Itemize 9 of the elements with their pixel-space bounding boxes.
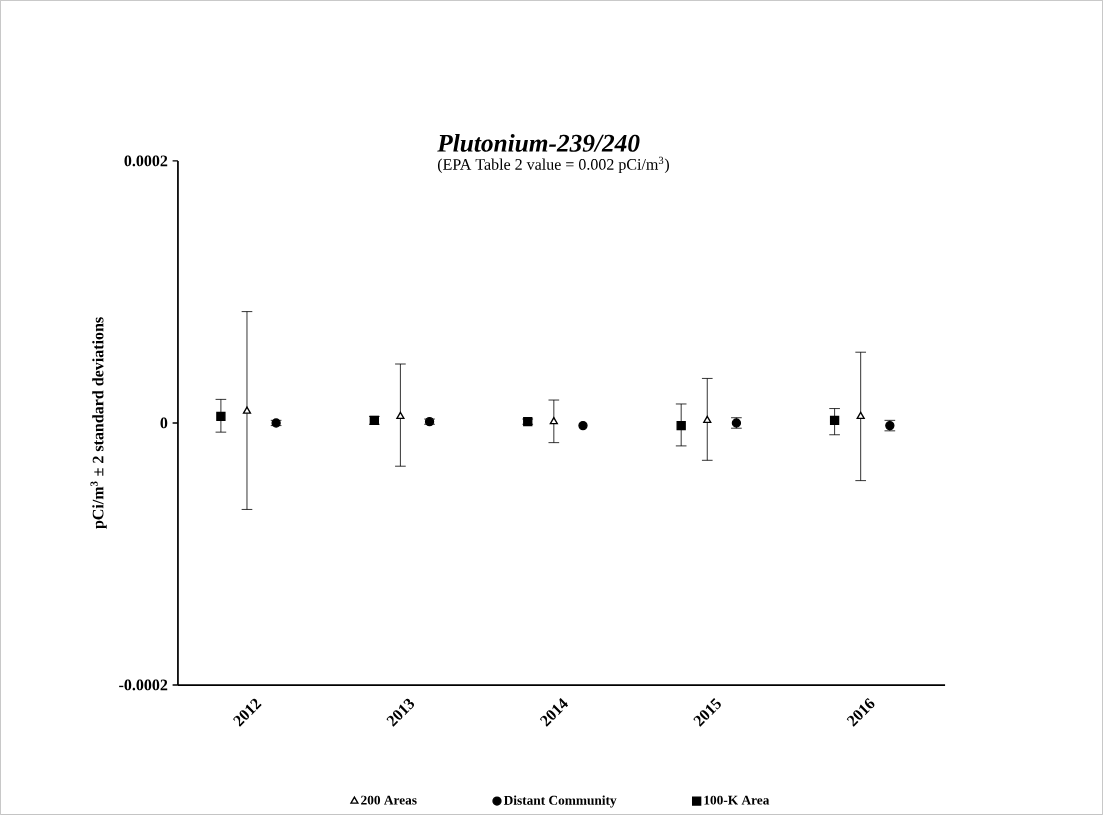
legend-label: 100-K Area	[704, 795, 770, 805]
legend-label: 200 Areas	[361, 795, 417, 805]
y-tick-label: 0.0002	[124, 155, 168, 167]
y-axis-title: pCi/m$^{3}$ ± 2 standard deviations	[90, 317, 107, 529]
y-tick-label: -0.0002	[119, 679, 168, 691]
chart-subtitle: (EPA Table 2 value = 0.002 pCi/m$^{3}$)	[437, 156, 669, 174]
chart-title: Plutonium-239/240	[437, 134, 640, 152]
y-tick-label: 0	[160, 417, 168, 429]
legend-label: Distant Community	[503, 795, 617, 808]
